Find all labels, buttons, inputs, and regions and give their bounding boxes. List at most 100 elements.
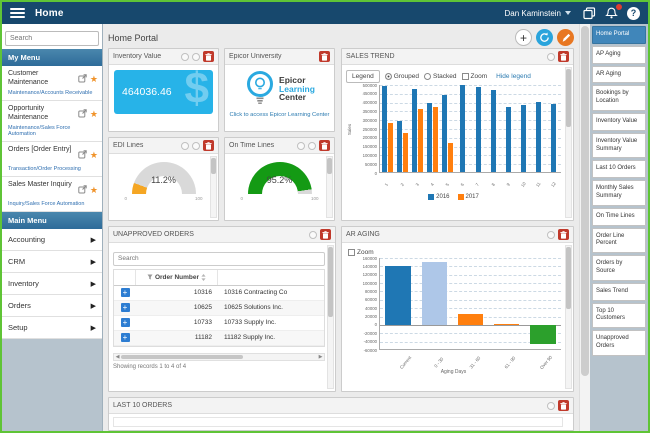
main-vertical-scrollbar[interactable] [579, 24, 590, 431]
user-menu[interactable]: Dan Kaminstein [505, 9, 571, 18]
open-link-icon[interactable] [78, 146, 87, 164]
bar-2017[interactable] [403, 133, 409, 172]
menu-item-category-link[interactable]: Transaction/Order Processing [8, 166, 81, 172]
stacked-radio[interactable]: Stacked [424, 73, 457, 80]
dashboard-list-item[interactable]: Sales Trend [592, 282, 646, 301]
dashboard-list-item[interactable]: AP Aging [592, 45, 646, 64]
bar-2017[interactable] [433, 106, 439, 172]
orders-search-input[interactable] [113, 251, 325, 266]
tile-option-icon[interactable] [547, 52, 555, 61]
order-number-column-header[interactable]: Order Number [136, 269, 218, 285]
menu-item-category-link[interactable]: Maintenance/Sales Force Automation [8, 125, 71, 137]
dashboard-list-item[interactable]: Top 10 Customers [592, 302, 646, 329]
tile-scrollbar[interactable] [326, 156, 333, 218]
bar-2017[interactable] [418, 108, 424, 172]
zoom-checkbox[interactable]: Zoom [461, 73, 487, 80]
tile-option-icon[interactable] [308, 141, 316, 150]
dashboard-list-item[interactable]: Monthly Sales Summary [592, 180, 646, 206]
bar-Current[interactable] [385, 266, 411, 325]
epicor-learning-link[interactable]: Click to access Epicor Learning Center [229, 112, 330, 118]
bar-2016[interactable] [412, 89, 418, 172]
delete-tile-icon[interactable] [319, 140, 330, 151]
dashboard-list-item[interactable]: Inventory Value [592, 112, 646, 131]
legend-item[interactable]: 2017 [457, 194, 479, 200]
legend-button[interactable]: Legend [346, 70, 380, 83]
open-link-icon[interactable] [78, 70, 87, 88]
favorite-star-icon[interactable]: ★ [89, 108, 98, 119]
dashboard-list-item[interactable]: Order Line Percent [592, 227, 646, 254]
tile-scrollbar[interactable] [210, 156, 217, 218]
main-menu-item[interactable]: Orders ▶ [2, 295, 102, 317]
dashboard-list-item[interactable]: Bookings by Location [592, 85, 646, 111]
bar-2016[interactable] [475, 86, 481, 172]
dashboard-list-item[interactable]: Home Portal [592, 26, 646, 44]
tile-option-icon[interactable] [181, 52, 189, 61]
bar-2016[interactable] [397, 121, 403, 172]
bar-2016[interactable] [442, 94, 448, 172]
dashboard-list-item[interactable]: Orders by Source [592, 255, 646, 281]
inventory-value-kpi[interactable]: 464036.46 $ [114, 70, 213, 114]
dashboard-list-item[interactable]: On Time Lines [592, 207, 646, 226]
bar-2016[interactable] [490, 90, 496, 172]
scroll-left-icon[interactable]: ◀ [115, 353, 120, 360]
refresh-button[interactable] [536, 29, 553, 46]
edit-dashboard-button[interactable] [557, 29, 574, 46]
bar-0 - 30[interactable] [421, 262, 447, 325]
delete-tile-icon[interactable] [558, 51, 569, 62]
notifications-bell-icon[interactable] [605, 2, 623, 20]
tile-option-icon[interactable] [547, 230, 555, 239]
hamburger-menu-icon[interactable] [10, 8, 25, 18]
bar-2016[interactable] [505, 106, 511, 172]
menu-item-category-link[interactable]: Maintenance/Accounts Receivable [8, 90, 93, 96]
bar-2016[interactable] [382, 85, 388, 172]
my-menu-item[interactable]: Orders [Order Entry] ★ Transaction/Order P… [2, 142, 102, 177]
tile-option-icon[interactable] [192, 141, 200, 150]
delete-tile-icon[interactable] [320, 229, 331, 240]
bar-2016[interactable] [427, 103, 433, 172]
bar-2017[interactable] [388, 122, 394, 172]
legend-item[interactable]: 2016 [428, 194, 450, 200]
menu-item-category-link[interactable]: Inquiry/Sales Force Automation [8, 201, 85, 207]
main-menu-item[interactable]: Inventory ▶ [2, 273, 102, 295]
ar-zoom-checkbox[interactable]: Zoom [348, 249, 374, 256]
delete-tile-icon[interactable] [203, 140, 214, 151]
help-icon[interactable]: ? [627, 6, 640, 20]
tile-scrollbar[interactable] [565, 245, 572, 389]
tile-scrollbar[interactable] [327, 245, 334, 389]
open-link-icon[interactable] [78, 181, 87, 199]
horizontal-scrollbar[interactable]: ◀ ▶ [113, 352, 325, 361]
tile-option-icon[interactable] [192, 52, 200, 61]
bar-61 - 90[interactable] [494, 323, 520, 325]
add-tile-button[interactable]: + [515, 29, 532, 46]
expand-row-icon[interactable]: + [120, 333, 130, 342]
expand-row-icon[interactable]: + [120, 303, 130, 312]
tile-option-icon[interactable] [181, 141, 189, 150]
table-row[interactable]: +11182 11182 Supply Inc. [114, 330, 324, 346]
main-menu-item[interactable]: Accounting ▶ [2, 229, 102, 251]
main-menu-item[interactable]: CRM ▶ [2, 251, 102, 273]
bar-2016[interactable] [535, 101, 541, 172]
grouped-radio[interactable]: Grouped [384, 73, 419, 80]
dashboard-list-item[interactable]: AR Aging [592, 65, 646, 84]
bar-31 - 60[interactable] [457, 314, 484, 325]
delete-tile-icon[interactable] [203, 51, 214, 62]
my-menu-item[interactable]: Customer Maintenance ★ Maintenance/Account… [2, 66, 102, 101]
favorite-star-icon[interactable]: ★ [89, 149, 98, 160]
scroll-right-icon[interactable]: ▶ [318, 353, 323, 360]
open-link-icon[interactable] [78, 105, 87, 123]
table-row[interactable]: +10625 10625 Solutions Inc. [114, 300, 324, 316]
bar-2017[interactable] [448, 143, 454, 172]
bar-2016[interactable] [550, 104, 556, 172]
dashboard-list-item[interactable]: Unapproved Orders [592, 330, 646, 356]
bar-2016[interactable] [520, 105, 526, 172]
delete-tile-icon[interactable] [558, 400, 569, 411]
bar-2016[interactable] [460, 84, 466, 172]
open-windows-icon[interactable] [583, 6, 596, 20]
table-row[interactable]: +10733 10733 Supply Inc. [114, 315, 324, 331]
my-menu-item[interactable]: Sales Master Inquiry ★ Inquiry/Sales Force… [2, 177, 102, 212]
delete-tile-icon[interactable] [558, 229, 569, 240]
hide-legend-link[interactable]: Hide legend [496, 73, 531, 80]
favorite-star-icon[interactable]: ★ [89, 184, 98, 195]
expand-row-icon[interactable]: + [120, 288, 130, 297]
bar-Over 90[interactable] [530, 324, 556, 344]
